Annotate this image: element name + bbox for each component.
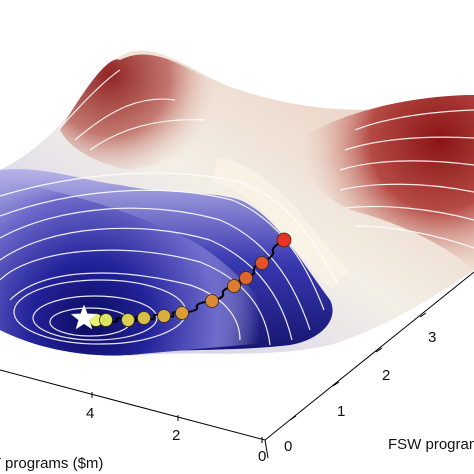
x-tick-label: 2 [382, 367, 390, 384]
y-axis: 4 2 0 T programs ($m) [0, 392, 266, 472]
x-tick-label: 1 [337, 403, 345, 420]
contour-lines [0, 69, 474, 346]
x-tick-label: 3 [428, 329, 436, 346]
trajectory-point [121, 313, 135, 327]
trajectory-point [239, 271, 253, 285]
trajectory-point [276, 232, 292, 248]
y-tick-label: 4 [86, 405, 94, 422]
trajectory-point [137, 311, 151, 325]
trajectory-point [227, 279, 241, 293]
y-tick-label: 0 [258, 448, 266, 465]
trajectory-point [157, 309, 171, 323]
x-tick-label: 0 [284, 438, 292, 455]
trajectory-point [99, 313, 113, 327]
x-axis-label: FSW programs [388, 436, 474, 453]
trajectory-point [255, 256, 269, 270]
trajectory-point [175, 306, 189, 320]
trajectory [89, 232, 292, 327]
trajectory-point [205, 294, 219, 308]
y-axis-label: T programs ($m) [0, 455, 103, 472]
surface [0, 50, 474, 356]
optimum-star-marker [70, 304, 98, 330]
axes-frame [0, 271, 474, 459]
x-axis: 0 1 2 3 FSW programs [284, 312, 474, 455]
y-tick-label: 2 [172, 427, 180, 444]
